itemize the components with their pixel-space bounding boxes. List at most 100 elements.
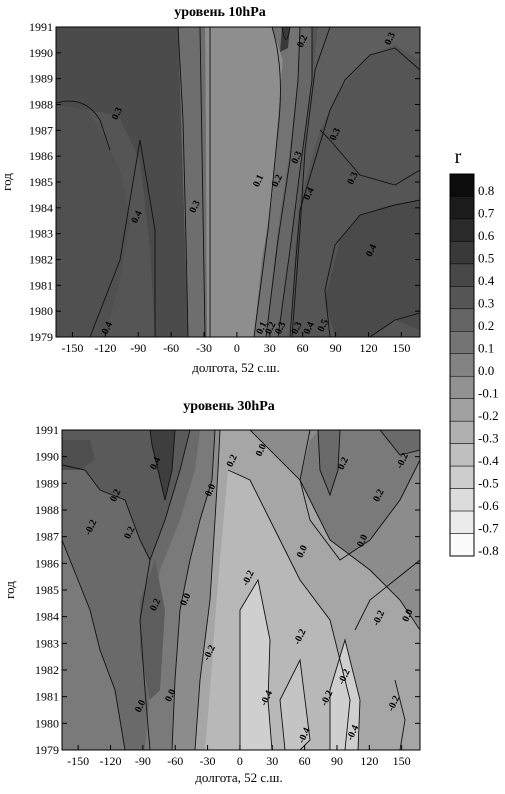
contour-label: 0.2 [225, 453, 240, 469]
panel-30hpa-ylabel: год [2, 581, 17, 599]
contour-label: 0.0 [355, 533, 370, 549]
x-tick-label: -90 [135, 754, 151, 768]
x-tick-label: 60 [297, 341, 309, 355]
contour-label: 0.4 [100, 320, 115, 336]
x-tick-label: -120 [94, 341, 116, 355]
colorbar-cell [449, 353, 475, 377]
colorbar-level-label: -0.2 [478, 408, 499, 423]
contour-label: 0.2 [295, 33, 310, 49]
colorbar-cell [449, 286, 475, 310]
y-tick-label: 1986 [29, 149, 53, 163]
panel-10hpa: уровень 10hPa [0, 5, 421, 375]
panel-30hpa-title: уровень 30hPa [183, 399, 275, 414]
y-tick-label: 1983 [35, 636, 59, 650]
contour-label: 0.3 [328, 126, 343, 142]
colorbar-cell [449, 533, 475, 557]
contour-label: 0.1 [254, 320, 269, 336]
y-tick-label: 1990 [29, 46, 53, 60]
x-tick-label: -60 [167, 754, 183, 768]
y-tick-label: 1987 [29, 123, 53, 137]
contour-label: 0.2 [122, 525, 137, 541]
y-tick-label: 1986 [35, 556, 59, 570]
panel-10hpa-contour-field: 0.30.20.30.30.1 0.20.30.30.30.40.40.40.4 0… [56, 27, 420, 337]
y-tick-label: 1981 [35, 690, 59, 704]
x-tick-label: -90 [130, 341, 146, 355]
x-tick-label: 90 [331, 754, 343, 768]
contour-label: 0.0 [400, 608, 415, 624]
colorbar-cell [449, 398, 475, 422]
colorbar-level-label: 0.4 [478, 273, 495, 288]
panel-10hpa-ylabel: год [0, 173, 14, 191]
y-tick-label: 1985 [29, 175, 53, 189]
contour-label: 0.1 [251, 173, 266, 189]
colorbar-level-label: 0.1 [478, 341, 494, 356]
colorbar-frame [449, 173, 475, 557]
contour-label: 0.4 [364, 243, 379, 259]
colorbar-cell [449, 510, 475, 534]
colorbar-cell [449, 443, 475, 467]
y-tick-label: 1989 [29, 72, 53, 86]
colorbar-level-label: 0.8 [478, 183, 494, 198]
colorbar-level-label: -0.1 [478, 385, 499, 400]
x-tick-label: -120 [100, 754, 122, 768]
panel-10hpa-x-axis: -150 -120 -90 -60 -30 0 30 60 90 120 150 [61, 332, 410, 355]
y-tick-label: 1981 [29, 278, 53, 292]
contour-label: 0.0 [163, 688, 178, 704]
x-tick-label: 150 [392, 341, 410, 355]
y-tick-label: 1980 [35, 716, 59, 730]
x-tick-label: 120 [359, 341, 377, 355]
contour-label: 0.2 [336, 456, 351, 472]
y-tick-label: 1991 [35, 423, 59, 437]
y-tick-label: 1982 [35, 663, 59, 677]
contour-label: 0.0 [133, 698, 148, 714]
y-tick-label: 1985 [35, 583, 59, 597]
contour-label: 0.4 [148, 456, 163, 472]
contour-label: 0.4 [129, 209, 144, 225]
panel-30hpa-x-axis: -150 -120 -90 -60 -30 0 30 60 90 120 150 [67, 745, 411, 768]
y-tick-label: 1987 [35, 530, 59, 544]
x-tick-label: -150 [61, 341, 83, 355]
panel-10hpa-title: уровень 10hPa [174, 5, 266, 20]
y-tick-label: 1980 [29, 304, 53, 318]
x-tick-label: 90 [330, 341, 342, 355]
panel-30hpa-xlabel: долгота, 52 с.ш. [195, 770, 282, 785]
colorbar-level-label: -0.4 [478, 453, 499, 468]
x-tick-label: 120 [360, 754, 378, 768]
colorbar-cell [449, 218, 475, 242]
colorbar-cell [449, 196, 475, 220]
colorbar-cell [449, 263, 475, 287]
contour-label: 0.4 [302, 186, 317, 202]
y-tick-label: 1979 [29, 330, 53, 344]
colorbar-level-label: -0.8 [478, 543, 499, 558]
x-tick-label: 0 [234, 341, 240, 355]
contour-label: 0.2 [270, 173, 285, 189]
y-tick-label: 1984 [29, 201, 53, 215]
contour-label: 0.3 [383, 31, 398, 47]
contour-label: 0.3 [290, 320, 305, 336]
colorbar-label: r [455, 146, 462, 168]
contour-label: 0.3 [188, 199, 203, 215]
contour-label: 0.0 [254, 442, 269, 458]
colorbar-cell [449, 465, 475, 489]
colorbar-level-label: -0.3 [478, 430, 499, 445]
y-tick-label: 1988 [29, 98, 53, 112]
x-tick-label: 30 [266, 754, 278, 768]
x-tick-label: -150 [67, 754, 89, 768]
y-tick-label: 1990 [35, 450, 59, 464]
x-tick-label: 30 [264, 341, 276, 355]
x-tick-label: -30 [196, 341, 212, 355]
panel-30hpa-contour-field: 0.4 0.20.00.2 -0.20.2 0.0 0.2-0.2 0.20.00.0-0… [62, 430, 420, 750]
contour-label: 0.3 [273, 320, 288, 336]
colorbar-cell [449, 173, 475, 197]
panel-30hpa: уровень 30hPa [2, 399, 421, 785]
contour-label: 0.3 [345, 170, 360, 186]
contour-label: 0.0 [178, 592, 193, 608]
panel-10hpa-xlabel: долгота, 52 с.ш. [192, 360, 279, 375]
y-tick-label: 1988 [35, 503, 59, 517]
contour-label: 0.3 [110, 106, 125, 122]
colorbar-cell [449, 331, 475, 355]
y-tick-label: 1991 [29, 20, 53, 34]
x-tick-label: 0 [237, 754, 243, 768]
